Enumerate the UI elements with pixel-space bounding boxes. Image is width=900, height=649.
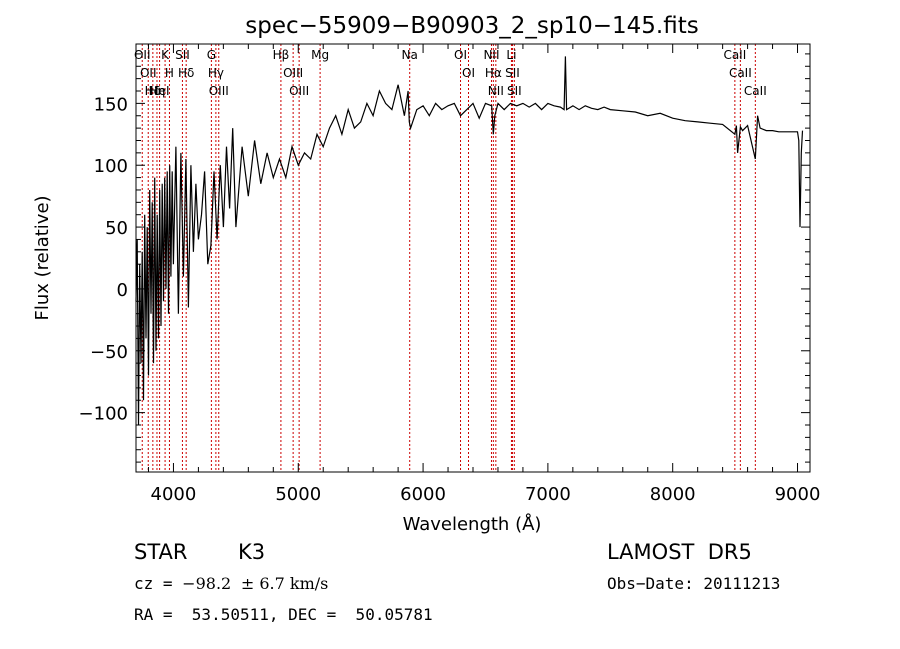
line-marker-label: K bbox=[161, 48, 170, 62]
x-tick-label: 8000 bbox=[650, 484, 696, 505]
x-axis-ticks: 4000 5000 6000 7000 8000 9000 bbox=[147, 44, 821, 505]
y-tick-label: 50 bbox=[105, 218, 128, 239]
survey-name: LAMOST DR5 bbox=[607, 540, 752, 564]
line-marker-label: SII bbox=[505, 66, 520, 80]
line-marker-label: G bbox=[207, 48, 216, 62]
y-tick-label: 150 bbox=[94, 94, 128, 115]
x-tick-label: 4000 bbox=[151, 484, 197, 505]
line-marker-label: SII bbox=[507, 84, 522, 98]
line-marker-label: Hα bbox=[485, 66, 502, 80]
redshift-line: cz = −98.2 ± 6.7 km/s bbox=[134, 574, 328, 593]
line-marker-label: Hδ bbox=[145, 84, 161, 98]
spectrum-line bbox=[135, 56, 804, 426]
y-axis-ticks: −100 −50 0 50 100 150 bbox=[79, 53, 810, 463]
line-marker-label: CaII bbox=[729, 66, 752, 80]
x-tick-label: 6000 bbox=[400, 484, 446, 505]
line-marker-label: Na bbox=[402, 48, 418, 62]
line-marker-label: NII bbox=[488, 84, 504, 98]
line-marker-label: SII bbox=[175, 48, 190, 62]
x-tick-label: 5000 bbox=[275, 484, 321, 505]
line-marker-label: OIII bbox=[289, 84, 309, 98]
x-axis-label: Wavelength (Å) bbox=[403, 513, 542, 535]
line-marker-label: Hη bbox=[149, 84, 166, 98]
plot-frame bbox=[135, 43, 811, 473]
line-marker-label: OII bbox=[140, 66, 157, 80]
line-marker-label: OIII bbox=[209, 84, 229, 98]
line-marker-label: NII bbox=[483, 48, 499, 62]
line-marker-label: HeI bbox=[150, 84, 170, 98]
line-marker-label: Hγ bbox=[208, 66, 224, 80]
line-marker-label: OI bbox=[462, 66, 475, 80]
cz-error: ± 6.7 km/s bbox=[240, 574, 329, 593]
x-tick-label: 9000 bbox=[775, 484, 821, 505]
cz-value: −98.2 bbox=[182, 574, 232, 593]
y-tick-label: −100 bbox=[79, 404, 128, 425]
y-tick-label: 0 bbox=[117, 280, 128, 301]
line-marker-label: OIII bbox=[283, 66, 303, 80]
chart-title: spec−55909−B90903_2_sp10−145.fits bbox=[245, 13, 699, 39]
line-marker-label: Li bbox=[506, 48, 516, 62]
object-class: STAR bbox=[134, 540, 188, 564]
line-marker-label: OI bbox=[454, 48, 467, 62]
coordinates: RA = 53.50511, DEC = 50.05781 bbox=[134, 605, 433, 624]
line-marker-label: Mg bbox=[311, 48, 329, 62]
y-axis-label: Flux (relative) bbox=[32, 195, 53, 320]
line-marker-label: Hδ bbox=[178, 66, 194, 80]
line-marker-label: Hβ bbox=[273, 48, 290, 62]
y-tick-label: −50 bbox=[90, 342, 128, 363]
emission-line-markers bbox=[141, 44, 756, 472]
x-tick-label: 7000 bbox=[525, 484, 571, 505]
object-subclass: K3 bbox=[238, 540, 266, 564]
observation-date: Obs−Date: 20111213 bbox=[607, 574, 781, 593]
line-marker-label: CaII bbox=[744, 84, 767, 98]
line-marker-label: OII bbox=[134, 48, 151, 62]
line-marker-label: H bbox=[165, 66, 174, 80]
y-tick-label: 100 bbox=[94, 156, 128, 177]
line-marker-label: CaII bbox=[723, 48, 746, 62]
cz-label: cz = bbox=[134, 574, 183, 593]
